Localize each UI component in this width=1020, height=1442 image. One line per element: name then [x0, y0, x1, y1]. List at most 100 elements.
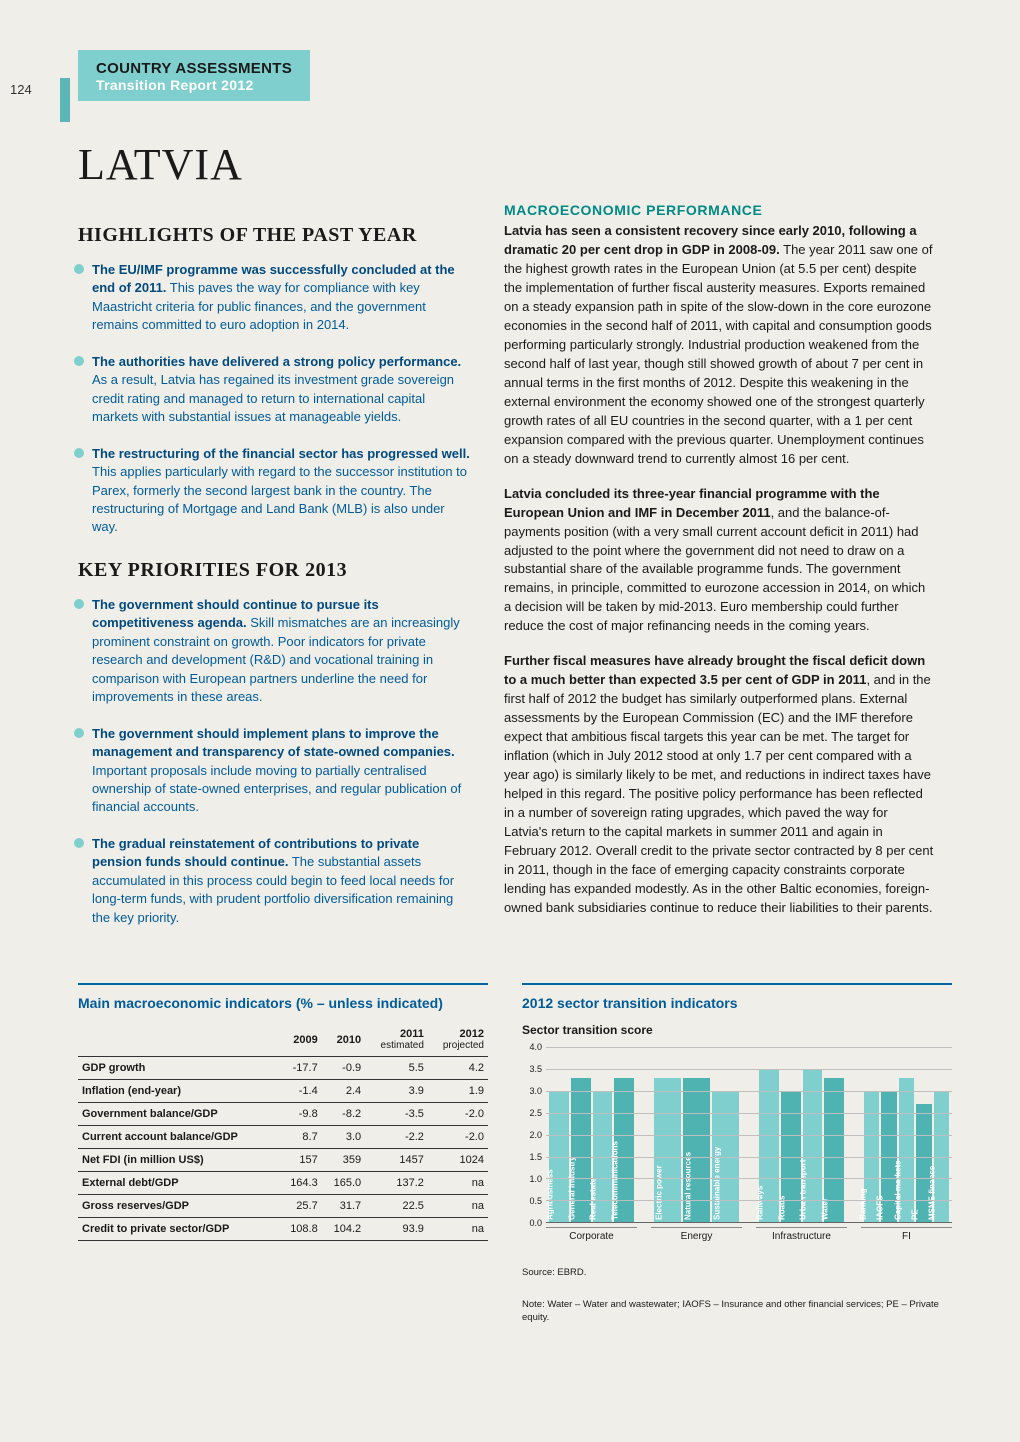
- table-row: Inflation (end-year)-1.42.43.91.9: [78, 1080, 488, 1103]
- table-subheader: estimated: [369, 1040, 424, 1051]
- gridline: [546, 1200, 952, 1201]
- bar: Railways: [759, 1069, 779, 1222]
- table-cell: Government balance/GDP: [78, 1103, 278, 1126]
- y-tick: 4.0: [529, 1042, 542, 1052]
- page: 124 COUNTRY ASSESSMENTS Transition Repor…: [0, 0, 1020, 1364]
- left-column: HIGHLIGHTS OF THE PAST YEAR The EU/IMF p…: [60, 202, 470, 945]
- table-header: 2012projected: [428, 1023, 488, 1057]
- table-rule: [78, 983, 488, 985]
- bar-label: Urban transport: [799, 1160, 808, 1220]
- table-cell: GDP growth: [78, 1057, 278, 1080]
- highlight-item: The EU/IMF programme was successfully co…: [78, 261, 470, 335]
- y-tick: 3.0: [529, 1086, 542, 1096]
- header-bar: COUNTRY ASSESSMENTS Transition Report 20…: [78, 50, 310, 101]
- table-cell: -17.7: [278, 1057, 321, 1080]
- table-cell: 137.2: [365, 1172, 428, 1195]
- priority-item: The government should implement plans to…: [78, 725, 470, 817]
- bar-label: Agribusiness: [545, 1169, 554, 1220]
- table-cell: na: [428, 1172, 488, 1195]
- table-cell: -8.2: [322, 1103, 365, 1126]
- table-cell: 31.7: [322, 1195, 365, 1218]
- table-row: Current account balance/GDP8.73.0-2.2-2.…: [78, 1126, 488, 1149]
- table-cell: 104.2: [322, 1218, 365, 1241]
- table-cell: -2.2: [365, 1126, 428, 1149]
- bar-label: Natural resources: [683, 1152, 692, 1220]
- table-cell: 1.9: [428, 1080, 488, 1103]
- y-tick: 3.5: [529, 1064, 542, 1074]
- priorities-list: The government should continue to pursue…: [78, 596, 470, 927]
- group-label: FI: [861, 1227, 952, 1242]
- bar-label: Telecommunications: [611, 1141, 620, 1220]
- bar-label: Banking: [858, 1189, 867, 1221]
- chart-note: Note: Water – Water and wastewater; IAOF…: [522, 1299, 952, 1324]
- table-cell: 359: [322, 1149, 365, 1172]
- bar-chart: 0.00.51.01.52.02.53.03.54.0 Agribusiness…: [522, 1047, 952, 1247]
- y-axis: 0.00.51.01.52.02.53.03.54.0: [522, 1047, 544, 1223]
- y-tick: 1.0: [529, 1174, 542, 1184]
- table-cell: 25.7: [278, 1195, 321, 1218]
- gridline: [546, 1178, 952, 1179]
- table-cell: na: [428, 1218, 488, 1241]
- bar-label: Water: [821, 1198, 830, 1220]
- table-header: 2010: [322, 1023, 365, 1057]
- table-row: Net FDI (in million US$)15735914571024: [78, 1149, 488, 1172]
- macro-paragraph: Further fiscal measures have already bro…: [504, 652, 934, 918]
- bar-label: PE: [910, 1209, 919, 1220]
- country-title: LATVIA: [78, 139, 960, 190]
- macro-lead: Further fiscal measures have already bro…: [504, 653, 925, 687]
- macro-rest: , and the balance-of-payments position (…: [504, 505, 925, 634]
- header-line1: COUNTRY ASSESSMENTS: [96, 60, 292, 77]
- macro-rest: The year 2011 saw one of the highest gro…: [504, 242, 932, 466]
- highlight-rest: As a result, Latvia has regained its inv…: [92, 372, 454, 424]
- macro-rest: , and in the first half of 2012 the budg…: [504, 672, 933, 915]
- priority-item: The gradual reinstatement of contributio…: [78, 835, 470, 927]
- priorities-heading: KEY PRIORITIES FOR 2013: [78, 559, 470, 582]
- macro-paragraph: Latvia has seen a consistent recovery si…: [504, 222, 934, 469]
- bar-label: General industry: [567, 1157, 576, 1221]
- table-row: External debt/GDP164.3165.0137.2na: [78, 1172, 488, 1195]
- priority-item: The government should continue to pursue…: [78, 596, 470, 707]
- table-cell: -2.0: [428, 1103, 488, 1126]
- table-cell: na: [428, 1195, 488, 1218]
- table-cell: 1457: [365, 1149, 428, 1172]
- table-cell: 4.2: [428, 1057, 488, 1080]
- macro-heading: MACROECONOMIC PERFORMANCE: [504, 202, 934, 218]
- gridline: [546, 1069, 952, 1070]
- table-cell: External debt/GDP: [78, 1172, 278, 1195]
- table-cell: 2.4: [322, 1080, 365, 1103]
- chart-block: 2012 sector transition indicators Sector…: [522, 983, 952, 1324]
- highlights-heading: HIGHLIGHTS OF THE PAST YEAR: [78, 224, 470, 247]
- macro-paragraph: Latvia concluded its three-year financia…: [504, 485, 934, 637]
- chart-subtitle: Sector transition score: [522, 1023, 952, 1037]
- highlight-rest: This applies particularly with regard to…: [92, 464, 467, 534]
- highlight-lead: The authorities have delivered a strong …: [92, 354, 461, 369]
- table-cell: 3.9: [365, 1080, 428, 1103]
- table-row: Gross reserves/GDP25.731.722.5na: [78, 1195, 488, 1218]
- table-cell: -3.5: [365, 1103, 428, 1126]
- highlight-item: The authorities have delivered a strong …: [78, 353, 470, 427]
- table-cell: 165.0: [322, 1172, 365, 1195]
- table-cell: 5.5: [365, 1057, 428, 1080]
- priority-lead: The government should implement plans to…: [92, 726, 455, 759]
- table-cell: 8.7: [278, 1126, 321, 1149]
- table-cell: -2.0: [428, 1126, 488, 1149]
- table-cell: 108.8: [278, 1218, 321, 1241]
- highlight-item: The restructuring of the financial secto…: [78, 445, 470, 537]
- plot-area: AgribusinessGeneral industryReal estateT…: [546, 1047, 952, 1223]
- table-cell: Current account balance/GDP: [78, 1126, 278, 1149]
- table-subheader: projected: [432, 1040, 484, 1051]
- bar-label: Railways: [755, 1186, 764, 1220]
- bar-label: MSME finance: [928, 1166, 937, 1220]
- table-header: 2009: [278, 1023, 321, 1057]
- table-cell: Net FDI (in million US$): [78, 1149, 278, 1172]
- macro-table: 200920102011estimated2012projected GDP g…: [78, 1023, 488, 1241]
- table-header: 2011estimated: [365, 1023, 428, 1057]
- table-row: Government balance/GDP-9.8-8.2-3.5-2.0: [78, 1103, 488, 1126]
- priority-rest: Important proposals include moving to pa…: [92, 763, 461, 815]
- highlight-lead: The restructuring of the financial secto…: [92, 446, 470, 461]
- right-column: MACROECONOMIC PERFORMANCE Latvia has see…: [504, 202, 934, 945]
- table-row: GDP growth-17.7-0.95.54.2: [78, 1057, 488, 1080]
- gridline: [546, 1157, 952, 1158]
- highlights-list: The EU/IMF programme was successfully co…: [78, 261, 470, 537]
- table-header: [78, 1023, 278, 1057]
